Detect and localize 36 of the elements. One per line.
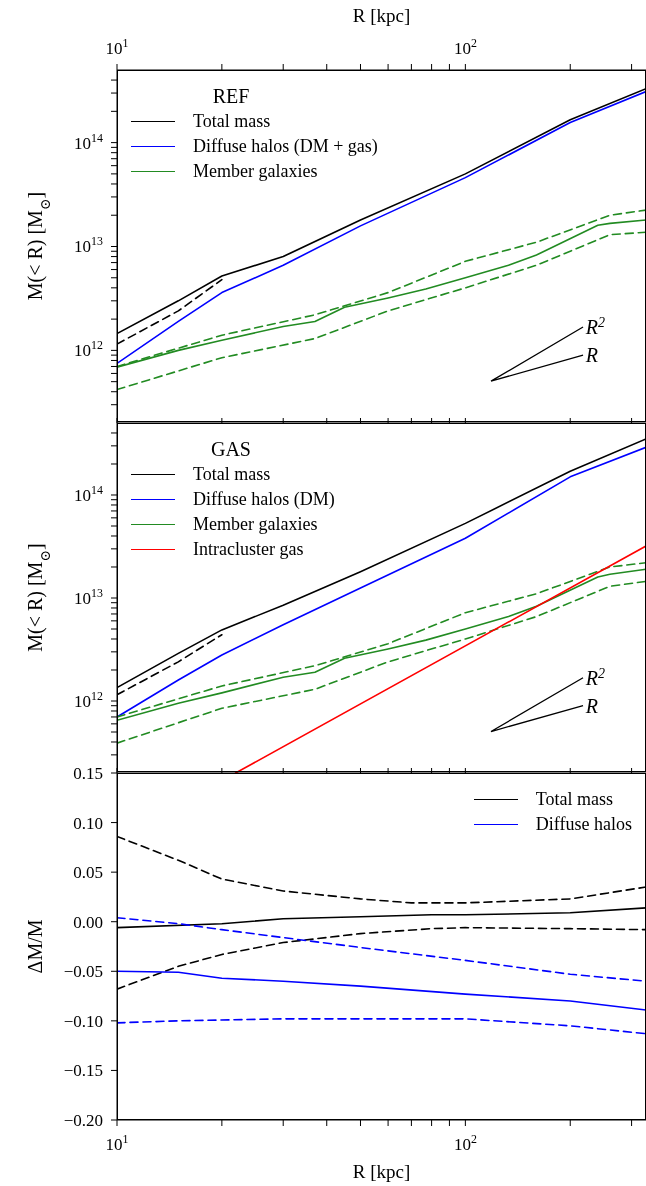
y-tick-label: 0.05 bbox=[73, 863, 103, 883]
y-tick-label: 10$^{14}$ bbox=[74, 130, 104, 153]
legend-label: Diffuse halos (DM) bbox=[193, 488, 335, 511]
y-tick-label: −0.15 bbox=[63, 1061, 103, 1081]
y-axis-title: ΔM/M bbox=[24, 919, 46, 974]
legend-label: Member galaxies bbox=[193, 513, 318, 536]
x-tick-label: 10$^{1}$ bbox=[105, 36, 129, 58]
legend-label: Total mass bbox=[535, 788, 614, 811]
legend-label: Diffuse halos bbox=[535, 813, 632, 836]
legend-label: Total mass bbox=[193, 110, 271, 133]
y-tick-label: 10$^{13}$ bbox=[74, 234, 104, 257]
annotation: R$^{2}$ bbox=[584, 665, 605, 689]
x-tick-label: 10$^{1}$ bbox=[105, 1131, 129, 1154]
x-axis-title: R [kpc] bbox=[352, 1161, 411, 1182]
legend-label: Diffuse halos (DM + gas) bbox=[193, 135, 378, 158]
legend-label: Intracluster gas bbox=[193, 538, 304, 561]
y-tick-label: 0.00 bbox=[73, 912, 103, 932]
annotation: R$^{2}$ bbox=[584, 314, 605, 338]
y-tick-label: −0.20 bbox=[63, 1110, 103, 1130]
x-tick-label: 10$^{2}$ bbox=[453, 1131, 477, 1154]
y-tick-label: 10$^{12}$ bbox=[74, 688, 104, 711]
annotation: R bbox=[584, 694, 598, 717]
y-tick-label: −0.10 bbox=[63, 1011, 103, 1031]
x-tick-label: 10$^{2}$ bbox=[453, 36, 477, 58]
legend-label: Member galaxies bbox=[193, 160, 318, 183]
x-axis-title: R [kpc] bbox=[352, 5, 411, 26]
y-tick-label: 10$^{13}$ bbox=[74, 585, 104, 608]
y-tick-label: 10$^{12}$ bbox=[74, 338, 104, 361]
legend-title: REF bbox=[211, 84, 251, 109]
y-tick-label: 0.10 bbox=[73, 813, 103, 833]
y-tick-label: 10$^{14}$ bbox=[74, 482, 104, 505]
legend-label: Total mass bbox=[193, 463, 271, 486]
legend-title: GAS bbox=[210, 437, 252, 462]
y-tick-label: 0.15 bbox=[73, 763, 103, 783]
y-tick-label: −0.05 bbox=[63, 962, 103, 982]
annotation: R bbox=[584, 344, 598, 367]
